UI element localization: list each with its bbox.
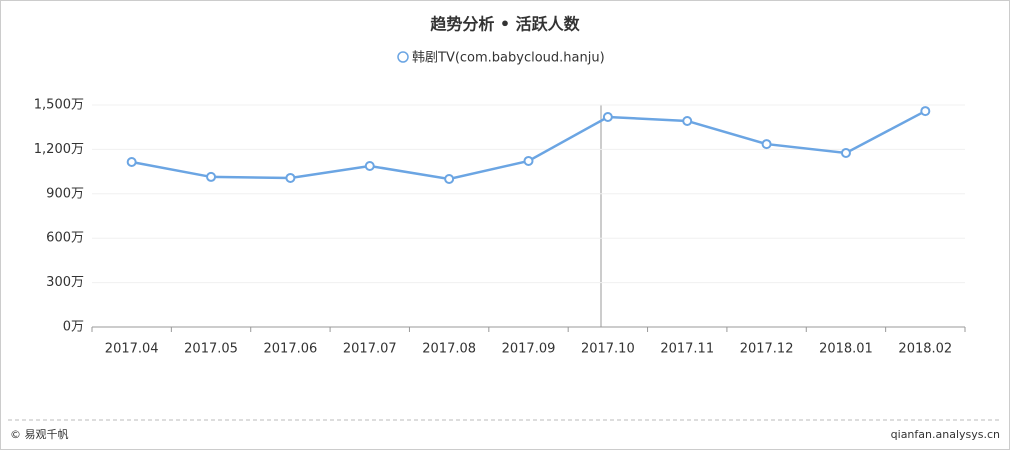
x-tick-label: 2017.09 [502, 342, 556, 357]
point [682, 115, 693, 126]
y-tick-label: 900万 [46, 186, 84, 201]
point [840, 147, 851, 158]
legend-label: 韩剧TV(com.babycloud.hanju) [412, 51, 605, 66]
point [920, 106, 931, 117]
y-tick-label: 1,200万 [34, 142, 84, 157]
x-tick-label: 2018.01 [819, 342, 873, 357]
point [206, 171, 217, 182]
y-tick-label: 600万 [46, 231, 84, 246]
x-tick-label: 2018.02 [898, 342, 952, 357]
x-tick-label: 2017.12 [740, 342, 794, 357]
x-tick-label: 2017.04 [105, 342, 159, 357]
point [602, 111, 613, 122]
point [523, 155, 534, 166]
y-tick-label: 0万 [63, 320, 84, 335]
x-tick-label: 2017.10 [581, 342, 635, 357]
x-tick-label: 2017.05 [184, 342, 238, 357]
chart-title: 趋势分析 • 活跃人数 [430, 15, 580, 34]
x-tick-label: 2017.08 [422, 342, 476, 357]
footer-left: © 易观千帆 [10, 427, 69, 441]
point [364, 160, 375, 171]
point [444, 174, 455, 184]
y-tick-label: 1,500万 [34, 98, 84, 113]
legend-marker [397, 51, 409, 63]
x-tick-label: 2017.07 [343, 342, 397, 357]
point [285, 172, 296, 183]
point [126, 156, 137, 167]
point [761, 139, 772, 150]
y-tick-label: 300万 [46, 275, 84, 290]
footer-right: qianfan.analysys.cn [891, 428, 1000, 441]
x-tick-label: 2017.06 [264, 342, 318, 357]
x-tick-label: 2017.11 [660, 342, 714, 357]
